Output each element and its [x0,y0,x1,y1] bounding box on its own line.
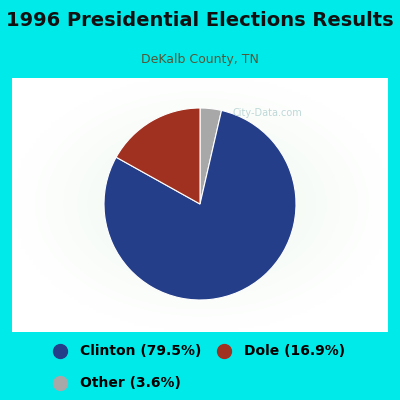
Wedge shape [200,108,222,204]
Wedge shape [104,110,296,300]
Text: Other (3.6%): Other (3.6%) [80,376,181,390]
Wedge shape [116,108,200,204]
Text: 1996 Presidential Elections Results: 1996 Presidential Elections Results [6,10,394,30]
Text: Dole (16.9%): Dole (16.9%) [244,344,345,358]
Text: City-Data.com: City-Data.com [232,108,302,118]
Text: DeKalb County, TN: DeKalb County, TN [141,54,259,66]
Text: Clinton (79.5%): Clinton (79.5%) [80,344,201,358]
